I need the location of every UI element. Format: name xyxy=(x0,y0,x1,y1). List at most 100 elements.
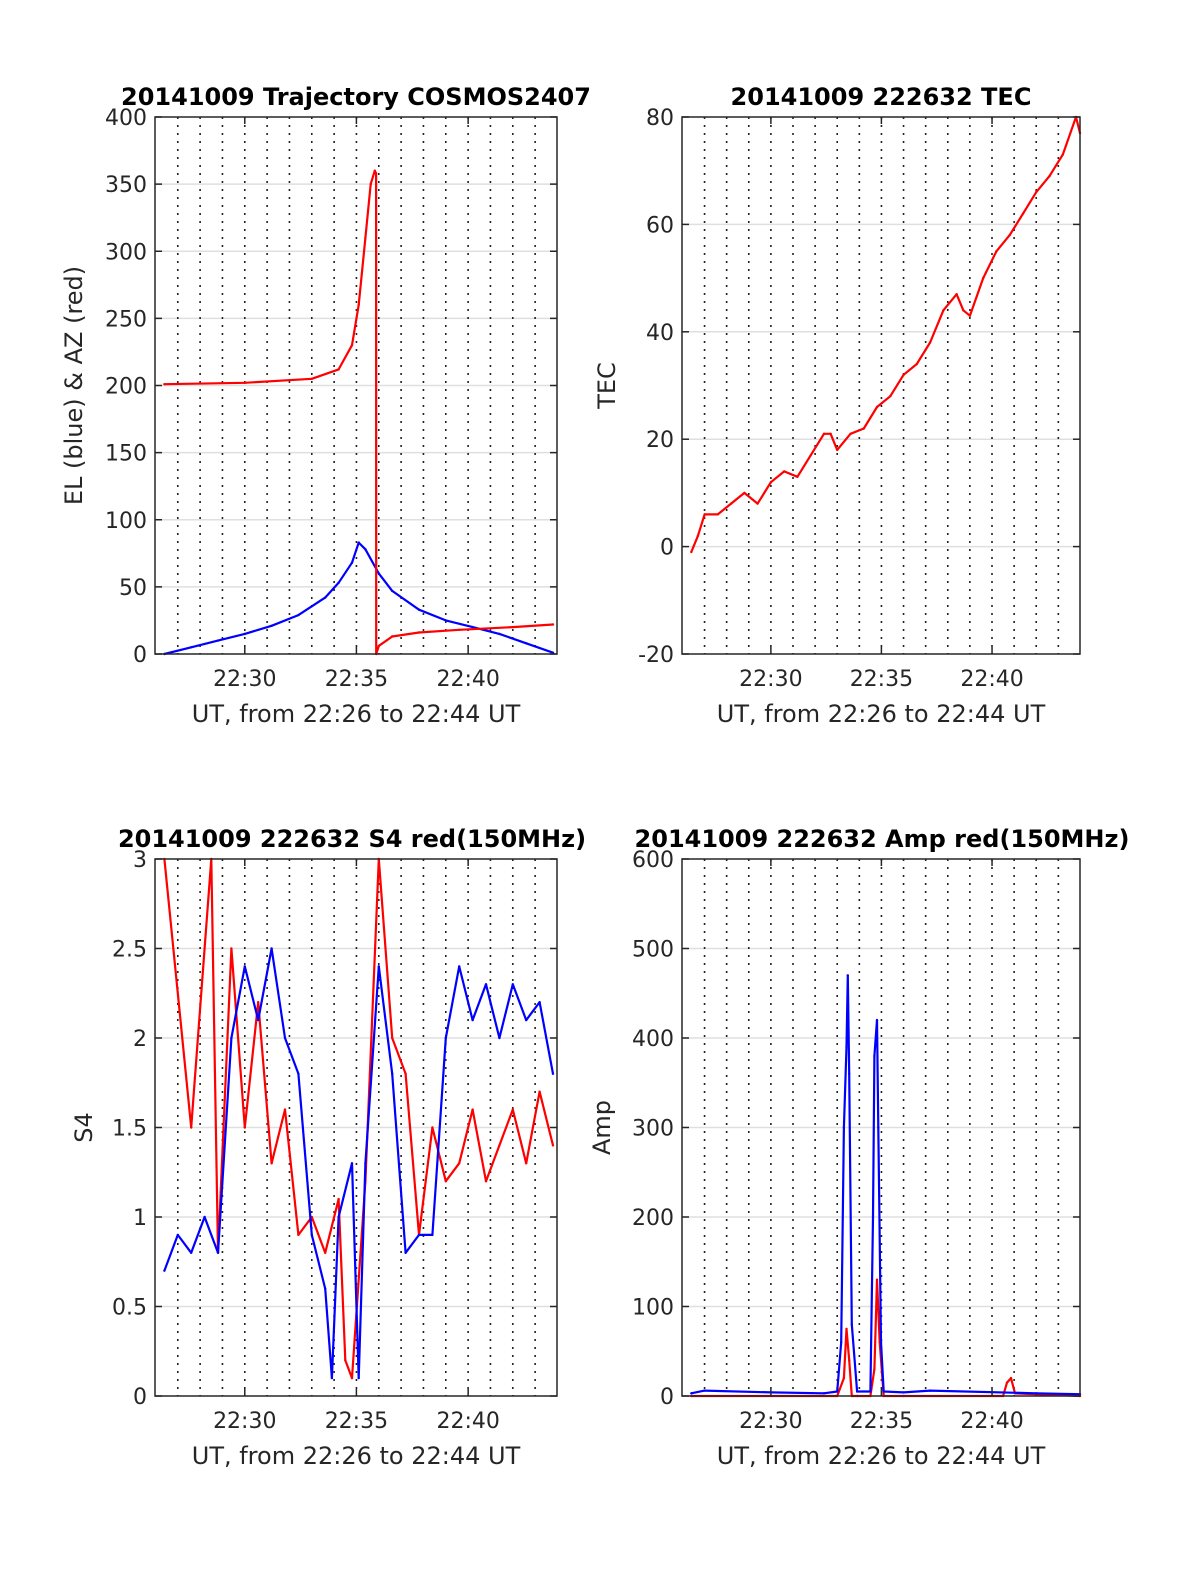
data-point xyxy=(877,1126,880,1129)
x-axis-label: UT, from 22:26 to 22:44 UT xyxy=(717,700,1046,728)
data-point xyxy=(190,1251,193,1255)
y-tick-label: 0 xyxy=(133,1385,147,1410)
chart-title: 20141009 222632 S4 red(150MHz) xyxy=(118,825,586,853)
data-point xyxy=(1005,1381,1009,1384)
data-point xyxy=(769,481,773,484)
x-tick-label: 22:40 xyxy=(960,1409,1023,1434)
y-tick-label: 0.5 xyxy=(112,1296,147,1321)
data-point xyxy=(690,550,693,554)
data-point xyxy=(324,1251,327,1255)
y-tick-label: 200 xyxy=(105,375,147,400)
data-point xyxy=(216,1251,220,1255)
data-point xyxy=(848,1359,851,1362)
x-axis-label: UT, from 22:26 to 22:44 UT xyxy=(192,700,521,728)
data-point xyxy=(690,1392,693,1395)
data-point xyxy=(928,341,932,344)
data-point xyxy=(357,303,360,307)
x-tick-label: 22:35 xyxy=(325,667,388,692)
data-point xyxy=(538,1001,541,1004)
x-tick-label: 22:30 xyxy=(739,1409,802,1434)
x-tick-label: 22:40 xyxy=(436,667,499,692)
data-point xyxy=(982,276,985,280)
y-tick-label: 400 xyxy=(632,1027,674,1052)
y-tick-label: 600 xyxy=(632,848,674,873)
data-point xyxy=(551,1072,555,1076)
data-point xyxy=(404,1251,407,1255)
y-tick-label: -20 xyxy=(638,643,674,668)
data-point xyxy=(846,974,849,977)
data-point xyxy=(848,1072,851,1076)
data-point xyxy=(1035,191,1038,194)
data-point xyxy=(875,1018,879,1022)
data-point xyxy=(391,635,394,638)
data-point xyxy=(511,983,514,986)
data-point xyxy=(297,1233,300,1237)
data-point xyxy=(729,502,733,505)
y-tick-label: 2.5 xyxy=(112,938,147,963)
y-tick-label: 2 xyxy=(133,1027,147,1052)
data-point xyxy=(471,1018,474,1022)
data-point xyxy=(995,250,998,253)
data-point xyxy=(756,502,759,505)
y-tick-label: 40 xyxy=(646,321,674,346)
data-point xyxy=(404,1072,407,1076)
data-point xyxy=(471,625,474,629)
data-point xyxy=(417,631,421,634)
data-point xyxy=(350,1162,354,1165)
data-point xyxy=(344,1359,347,1362)
x-tick-label: 22:40 xyxy=(436,1409,499,1434)
x-tick-label: 22:35 xyxy=(850,1409,913,1434)
data-point xyxy=(458,628,461,631)
data-point xyxy=(538,1090,541,1093)
data-point xyxy=(842,1126,846,1129)
x-tick-label: 22:30 xyxy=(739,667,802,692)
data-point xyxy=(511,625,514,629)
data-point xyxy=(417,608,421,611)
y-tick-label: 50 xyxy=(119,576,147,601)
y-axis-label: S4 xyxy=(70,1112,98,1143)
y-tick-label: 200 xyxy=(632,1206,674,1231)
data-point xyxy=(845,1327,848,1331)
data-point xyxy=(357,1376,360,1380)
data-point xyxy=(444,1036,447,1040)
data-point xyxy=(1061,153,1065,156)
y-tick-label: 150 xyxy=(105,442,147,467)
y-tick-label: 60 xyxy=(646,213,674,238)
data-point xyxy=(377,644,380,648)
data-point xyxy=(902,1391,905,1394)
plot-panel-3: 0 0.5 1 1.5 2 2.5 3 22:30 22:35 22:40 20141009 222… xyxy=(70,825,586,1470)
data-point xyxy=(350,344,354,347)
data-point xyxy=(845,1045,848,1049)
data-point xyxy=(498,1144,501,1147)
chart-title: 20141009 222632 TEC xyxy=(731,83,1032,111)
data-point xyxy=(871,1215,875,1219)
data-point xyxy=(230,1036,233,1040)
data-point xyxy=(869,1390,872,1393)
y-tick-label: 500 xyxy=(632,938,674,963)
y-tick-label: 100 xyxy=(105,509,147,534)
data-point xyxy=(928,1389,932,1392)
data-point xyxy=(190,646,193,649)
data-point xyxy=(257,1018,260,1022)
data-point xyxy=(330,1376,334,1380)
data-point xyxy=(163,1269,166,1272)
data-point xyxy=(1009,1376,1013,1380)
data-point xyxy=(337,1215,340,1219)
data-point xyxy=(203,1215,206,1219)
data-point xyxy=(377,572,380,575)
data-point xyxy=(525,1162,528,1165)
data-point xyxy=(373,169,376,172)
y-tick-label: 0 xyxy=(660,1385,674,1410)
data-point xyxy=(484,1180,488,1183)
data-point xyxy=(796,475,799,478)
data-point xyxy=(243,632,246,636)
y-tick-label: 0 xyxy=(133,643,147,668)
y-tick-label: 1.5 xyxy=(112,1117,147,1142)
y-tick-label: 300 xyxy=(105,240,147,265)
data-point xyxy=(1048,174,1051,178)
x-tick-label: 22:40 xyxy=(960,667,1023,692)
data-point xyxy=(525,1018,528,1022)
data-point xyxy=(829,432,832,435)
data-point xyxy=(915,362,918,366)
